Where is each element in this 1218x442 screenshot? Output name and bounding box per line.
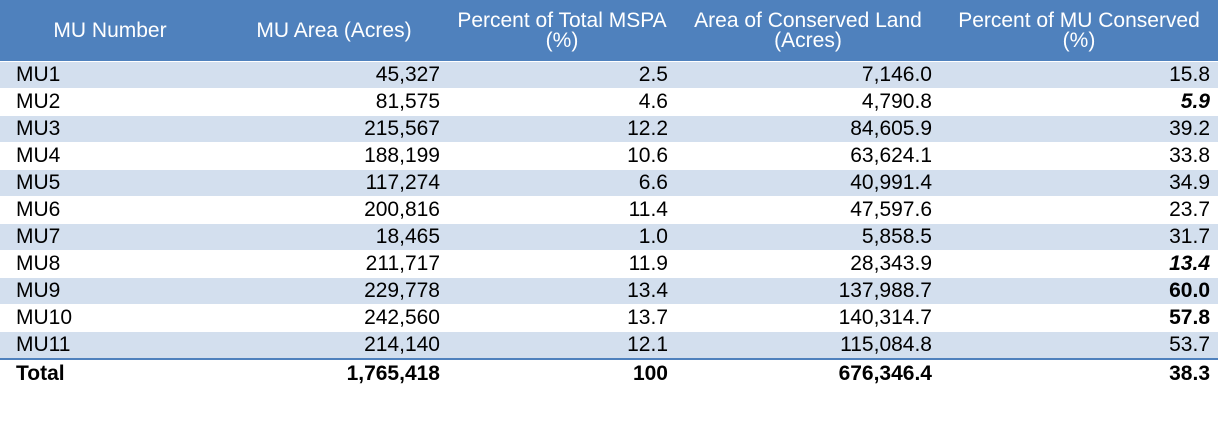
table-row: MU7 18,465 1.0 5,858.5 31.7	[0, 223, 1218, 251]
percent-total-cell: 11.9	[448, 250, 676, 278]
mu-number-cell: MU4	[0, 142, 220, 170]
mu-number-cell: MU3	[0, 115, 220, 143]
mu-area-cell: 200,816	[220, 196, 448, 224]
header-mu-number: MU Number	[0, 0, 220, 62]
mu-area-cell: 81,575	[220, 88, 448, 116]
mu-area-cell: 215,567	[220, 115, 448, 143]
management-units-table: MU Number MU Area (Acres) Percent of Tot…	[0, 0, 1218, 388]
conserved-area-cell: 137,988.7	[676, 277, 940, 305]
table-row: MU2 81,575 4.6 4,790.8 5.9	[0, 88, 1218, 116]
percent-conserved-cell: 23.7	[940, 196, 1218, 224]
mu-number-cell: MU11	[0, 331, 220, 359]
table-row: MU5 117,274 6.6 40,991.4 34.9	[0, 169, 1218, 197]
total-row: Total 1,765,418 100 676,346.4 38.3	[0, 358, 1218, 388]
mu-area-cell: 45,327	[220, 61, 448, 89]
percent-total-cell: 13.7	[448, 304, 676, 332]
percent-conserved-cell: 13.4	[940, 250, 1218, 278]
table-row: MU11 214,140 12.1 115,084.8 53.7	[0, 331, 1218, 359]
percent-total-cell: 2.5	[448, 61, 676, 89]
table-body: MU1 45,327 2.5 7,146.0 15.8 MU2 81,575 4.6 4,790…	[0, 61, 1218, 388]
conserved-area-cell: 7,146.0	[676, 61, 940, 89]
percent-conserved-cell: 53.7	[940, 331, 1218, 359]
percent-total-cell: 6.6	[448, 169, 676, 197]
percent-total-cell: 1.0	[448, 223, 676, 251]
header-row: MU Number MU Area (Acres) Percent of Tot…	[0, 0, 1218, 62]
header-conserved-area: Area of Conserved Land (Acres)	[676, 0, 940, 62]
conserved-area-cell: 4,790.8	[676, 88, 940, 116]
percent-conserved-cell: 57.8	[940, 304, 1218, 332]
conserved-area-cell: 115,084.8	[676, 331, 940, 359]
percent-total-cell: 4.6	[448, 88, 676, 116]
percent-conserved-cell: 34.9	[940, 169, 1218, 197]
table-row: MU6 200,816 11.4 47,597.6 23.7	[0, 196, 1218, 224]
conserved-area-cell: 63,624.1	[676, 142, 940, 170]
total-conserved-area-cell: 676,346.4	[676, 358, 940, 388]
total-percent-total-cell: 100	[448, 358, 676, 388]
mu-area-cell: 211,717	[220, 250, 448, 278]
header-percent-conserved: Percent of MU Conserved (%)	[940, 0, 1218, 62]
mu-number-cell: MU6	[0, 196, 220, 224]
percent-conserved-cell: 31.7	[940, 223, 1218, 251]
header-percent-total-mspa: Percent of Total MSPA (%)	[448, 0, 676, 62]
table-row: MU9 229,778 13.4 137,988.7 60.0	[0, 277, 1218, 305]
conserved-area-cell: 140,314.7	[676, 304, 940, 332]
mu-area-cell: 242,560	[220, 304, 448, 332]
percent-conserved-cell: 5.9	[940, 88, 1218, 116]
mu-area-cell: 214,140	[220, 331, 448, 359]
mu-number-cell: MU2	[0, 88, 220, 116]
mu-area-cell: 229,778	[220, 277, 448, 305]
table-row: MU8 211,717 11.9 28,343.9 13.4	[0, 250, 1218, 278]
percent-total-cell: 10.6	[448, 142, 676, 170]
mu-number-cell: MU5	[0, 169, 220, 197]
percent-total-cell: 12.2	[448, 115, 676, 143]
mu-number-cell: MU10	[0, 304, 220, 332]
mu-number-cell: MU9	[0, 277, 220, 305]
conserved-area-cell: 28,343.9	[676, 250, 940, 278]
mu-area-cell: 117,274	[220, 169, 448, 197]
mu-number-cell: MU7	[0, 223, 220, 251]
mu-area-cell: 18,465	[220, 223, 448, 251]
conserved-area-cell: 5,858.5	[676, 223, 940, 251]
conserved-area-cell: 84,605.9	[676, 115, 940, 143]
header-mu-area: MU Area (Acres)	[220, 0, 448, 62]
table-row: MU4 188,199 10.6 63,624.1 33.8	[0, 142, 1218, 170]
table-row: MU3 215,567 12.2 84,605.9 39.2	[0, 115, 1218, 143]
table-row: MU10 242,560 13.7 140,314.7 57.8	[0, 304, 1218, 332]
percent-conserved-cell: 39.2	[940, 115, 1218, 143]
mu-number-cell: MU8	[0, 250, 220, 278]
percent-total-cell: 12.1	[448, 331, 676, 359]
total-mu-area-cell: 1,765,418	[220, 358, 448, 388]
percent-total-cell: 13.4	[448, 277, 676, 305]
percent-total-cell: 11.4	[448, 196, 676, 224]
percent-conserved-cell: 33.8	[940, 142, 1218, 170]
mu-number-cell: MU1	[0, 61, 220, 89]
conserved-area-cell: 47,597.6	[676, 196, 940, 224]
conserved-area-cell: 40,991.4	[676, 169, 940, 197]
percent-conserved-cell: 60.0	[940, 277, 1218, 305]
percent-conserved-cell: 15.8	[940, 61, 1218, 89]
total-percent-conserved-cell: 38.3	[940, 358, 1218, 388]
mu-area-cell: 188,199	[220, 142, 448, 170]
total-mu-number-cell: Total	[0, 358, 220, 388]
table-row: MU1 45,327 2.5 7,146.0 15.8	[0, 61, 1218, 89]
